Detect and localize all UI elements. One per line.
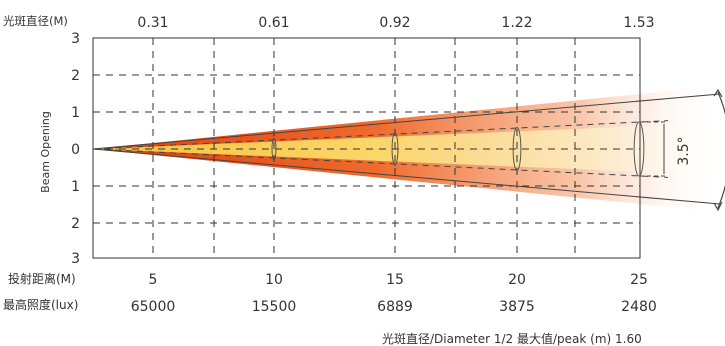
spot-ellipse [512, 126, 522, 172]
beam-marks [92, 88, 725, 212]
y-tick-label: 2 [71, 216, 80, 232]
y-tick-label: 0 [71, 142, 80, 158]
core-edge-lower [92, 148, 669, 178]
spot-ellipse [391, 132, 399, 166]
y-tick-label: 3 [71, 251, 80, 267]
beam-arc-arrow-bottom [713, 201, 723, 212]
y-tick-label: 2 [71, 68, 80, 84]
y-tick-label: 1 [71, 179, 80, 195]
footnote: 光斑直径/Diameter 1/2 最大值/peak (m) 1.60 [382, 331, 642, 346]
illuminance-row-label: 最高照度(lux) [3, 297, 78, 312]
y-tick-label: 1 [71, 105, 80, 121]
beam-edge-lower [92, 148, 721, 205]
distance-value: 15 [386, 272, 404, 288]
distance-value: 20 [508, 272, 526, 288]
illuminance-value: 65000 [131, 299, 176, 315]
distance-value: 5 [149, 272, 158, 288]
top-axis-tick: 1.53 [623, 15, 654, 31]
illuminance-value: 3875 [499, 299, 535, 315]
top-axis-tick: 1.22 [501, 15, 532, 31]
spot-ellipse [633, 121, 645, 177]
top-axis-tick: 0.61 [258, 15, 289, 31]
grid-frame [92, 37, 641, 259]
beam-edge-upper [92, 93, 721, 150]
illuminance-value: 2480 [621, 299, 657, 315]
beam-arc-arrow-top [713, 88, 723, 98]
distance-row-label: 投射距离(M) [8, 271, 76, 286]
spot-ellipse [271, 137, 277, 161]
illuminance-value: 15500 [252, 299, 297, 315]
top-axis-label: 光斑直径(M) [3, 14, 68, 28]
distance-value: 25 [630, 272, 648, 288]
distance-value: 10 [265, 272, 283, 288]
core-edge-upper [92, 120, 669, 150]
top-axis-tick: 0.92 [379, 15, 410, 31]
beam-arc [717, 91, 725, 209]
beam-angle-label: 3.5° [676, 136, 692, 165]
y-axis-label: Beam Opening [39, 111, 52, 193]
top-axis-tick: 0.31 [137, 15, 168, 31]
y-tick-label: 3 [71, 31, 80, 47]
grid [92, 37, 641, 259]
illuminance-value: 6889 [377, 299, 413, 315]
